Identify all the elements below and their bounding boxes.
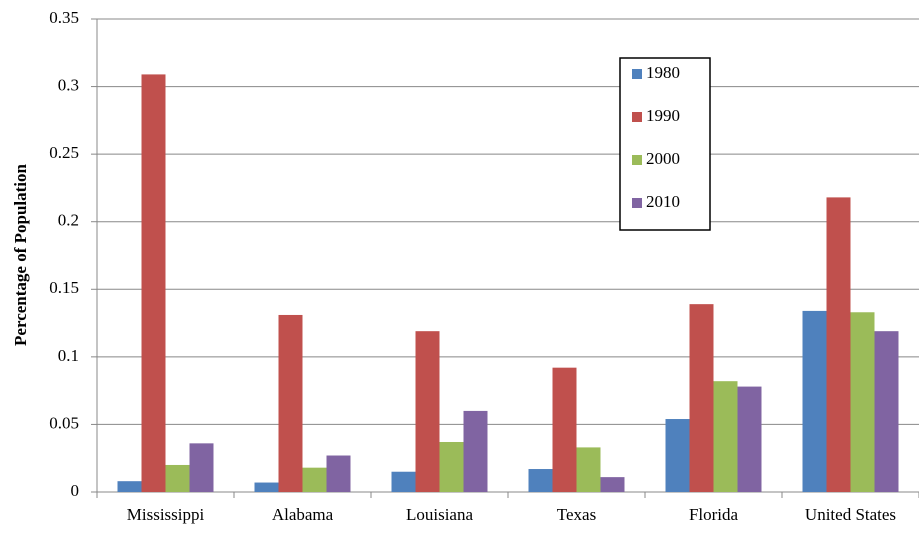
x-tick-label: United States xyxy=(805,505,896,524)
bar xyxy=(415,331,440,492)
bar xyxy=(391,471,416,492)
bar xyxy=(826,197,851,493)
bar xyxy=(165,464,190,492)
legend-swatch xyxy=(632,155,642,165)
bar xyxy=(713,381,738,492)
bar xyxy=(665,419,690,492)
bar xyxy=(189,443,214,492)
legend-label: 1980 xyxy=(646,63,680,82)
y-tick-label: 0.1 xyxy=(58,346,79,365)
bar xyxy=(117,481,142,492)
legend-swatch xyxy=(632,69,642,79)
y-tick-label: 0.25 xyxy=(49,143,79,162)
legend-label: 1990 xyxy=(646,106,680,125)
bar xyxy=(850,312,875,492)
x-tick-label: Florida xyxy=(689,505,739,524)
y-tick-label: 0.35 xyxy=(49,8,79,27)
bar xyxy=(463,410,488,492)
bar xyxy=(439,441,464,492)
legend-label: 2000 xyxy=(646,149,680,168)
x-tick-label: Louisiana xyxy=(406,505,473,524)
bar xyxy=(254,482,279,492)
bar xyxy=(576,447,601,492)
legend-swatch xyxy=(632,198,642,208)
x-tick-label: Texas xyxy=(557,505,596,524)
y-tick-label: 0.05 xyxy=(49,413,79,432)
bar xyxy=(737,386,762,492)
x-tick-label: Mississippi xyxy=(127,505,205,524)
y-axis-label: Percentage of Population xyxy=(11,163,30,345)
bar xyxy=(689,304,714,492)
bar xyxy=(278,314,303,492)
y-tick-label: 0.2 xyxy=(58,211,79,230)
y-tick-label: 0.15 xyxy=(49,278,79,297)
bar xyxy=(141,74,166,492)
bar xyxy=(326,455,351,492)
bar xyxy=(802,310,827,492)
bar xyxy=(528,469,553,492)
bar xyxy=(600,477,625,492)
bar xyxy=(552,367,577,492)
y-tick-label: 0.3 xyxy=(58,75,79,94)
y-tick-label: 0 xyxy=(71,481,80,500)
legend-swatch xyxy=(632,112,642,122)
bar xyxy=(302,467,327,492)
x-tick-label: Alabama xyxy=(272,505,334,524)
legend-label: 2010 xyxy=(646,192,680,211)
bar xyxy=(874,331,899,492)
